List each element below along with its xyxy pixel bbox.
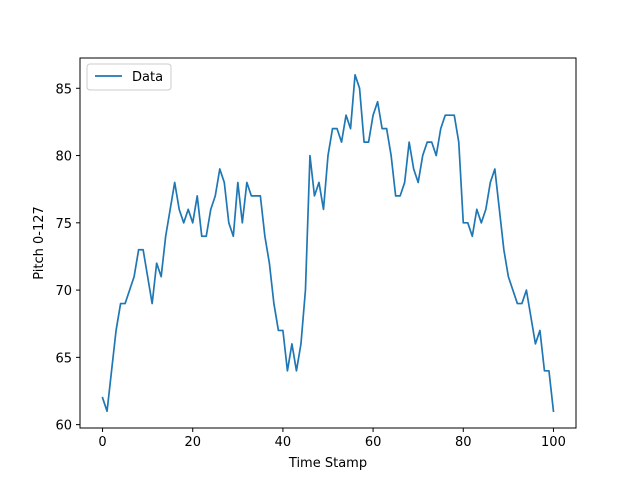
plot-frame <box>79 57 577 429</box>
y-tick-label: 75 <box>55 217 72 232</box>
y-axis-ticks: 60 65 70 75 80 85 <box>55 82 80 434</box>
x-tick-label: 0 <box>98 435 106 450</box>
x-tick-label: 20 <box>184 435 201 450</box>
x-tick-label: 100 <box>541 435 566 450</box>
x-tick-label: 40 <box>275 435 292 450</box>
legend: Data <box>86 63 172 91</box>
y-tick-label: 85 <box>55 82 72 97</box>
x-axis-label: Time Stamp <box>288 456 367 471</box>
y-tick-label: 80 <box>55 150 72 165</box>
y-tick-label: 60 <box>55 419 72 434</box>
x-axis-ticks: 0 20 40 60 80 100 <box>98 428 566 450</box>
legend-label-data: Data <box>132 70 163 85</box>
y-axis-label: Pitch 0-127 <box>32 206 47 280</box>
x-tick-label: 60 <box>365 435 382 450</box>
legend-box <box>86 63 172 91</box>
series-line-data <box>101 73 555 413</box>
y-tick-label: 65 <box>55 351 72 366</box>
y-tick-label: 70 <box>55 284 72 299</box>
x-tick-label: 80 <box>455 435 472 450</box>
